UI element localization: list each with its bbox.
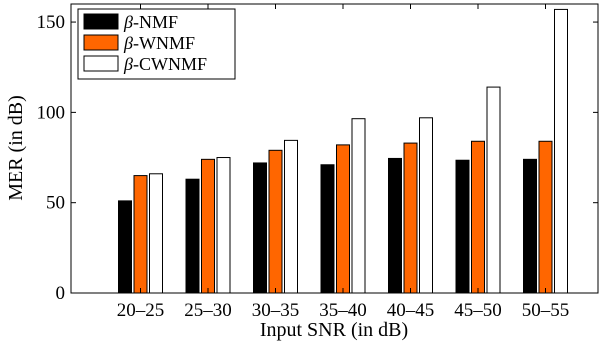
y-tick-label: 100 [37, 102, 66, 123]
legend-beta-symbol: β [123, 33, 133, 53]
y-tick-label: 150 [37, 12, 66, 33]
x-tick-label: 45–50 [454, 300, 502, 321]
legend-label: β-CWNMF [123, 54, 207, 74]
bar-nmf [185, 178, 200, 294]
x-tick-label: 50–55 [522, 300, 570, 321]
legend-beta-symbol: β [123, 54, 133, 74]
bar-cwnmf [351, 118, 366, 294]
x-tick-label: 20–25 [117, 300, 165, 321]
bar-wnmf [538, 140, 553, 294]
y-tick-label: 0 [56, 283, 66, 304]
bar-wnmf [201, 158, 215, 294]
bar-nmf [253, 162, 267, 294]
bar-wnmf [268, 149, 283, 294]
bar-wnmf [403, 142, 418, 294]
x-tick-label: 25–30 [184, 300, 232, 321]
legend-swatch [83, 13, 119, 30]
bar-cwnmf [149, 173, 163, 294]
legend-label: β-WNMF [123, 33, 195, 53]
legend-suffix: -CWNMF [133, 54, 207, 74]
bar-cwnmf [554, 8, 568, 294]
bar-nmf [320, 164, 335, 294]
x-axis-ticks: 20–25 25–30 30–35 35–40 40–45 45–50 50–55 [117, 4, 570, 321]
bar-cwnmf [284, 139, 298, 294]
y-axis-ticks: 0 50 100 150 [37, 12, 598, 304]
y-axis-label: MER (in dB) [5, 95, 27, 201]
legend-suffix: -NMF [133, 12, 178, 32]
y-tick-label: 50 [46, 193, 65, 214]
bar-wnmf [133, 175, 148, 294]
bar-nmf [118, 200, 132, 294]
bar-nmf [388, 157, 402, 294]
bar-nmf [455, 159, 470, 294]
x-tick-label: 35–40 [319, 300, 367, 321]
x-tick-label: 40–45 [387, 300, 435, 321]
bars-group [118, 8, 568, 294]
bar-cwnmf [216, 157, 231, 294]
bar-wnmf [471, 140, 485, 294]
x-tick-label: 30–35 [252, 300, 300, 321]
bar-cwnmf [486, 86, 501, 294]
legend-label: β-NMF [123, 12, 178, 32]
legend-suffix: -WNMF [133, 33, 195, 53]
legend-beta-symbol: β [123, 12, 133, 32]
legend-swatch [83, 34, 119, 51]
legend-swatch [83, 55, 119, 72]
bar-wnmf [336, 144, 350, 294]
bar-nmf [523, 158, 537, 294]
x-axis-label: Input SNR (in dB) [260, 319, 408, 341]
bar-cwnmf [419, 117, 433, 294]
